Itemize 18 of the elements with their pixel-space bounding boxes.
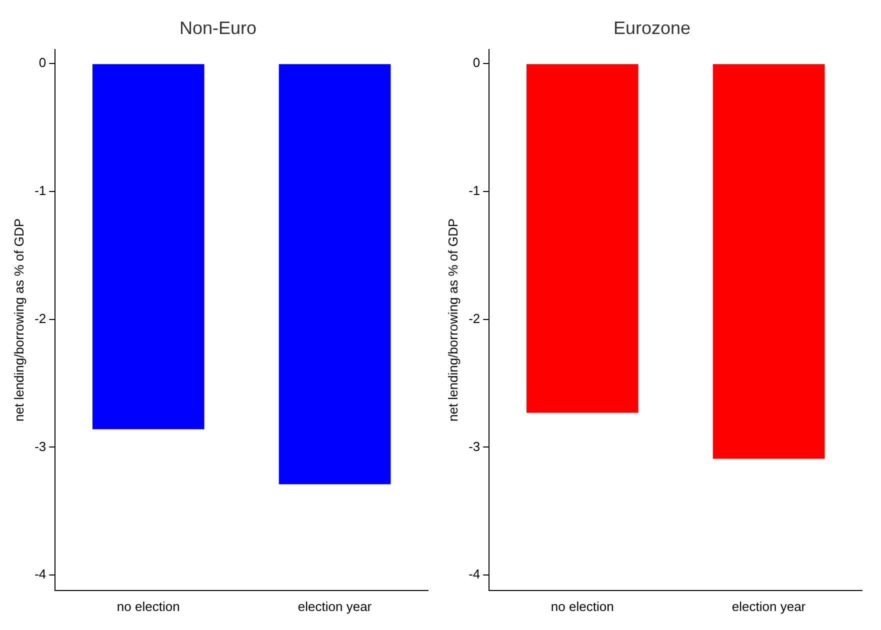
x-tick-label: no election [550, 598, 614, 614]
y-tick-label: -4 [34, 566, 46, 582]
y-tick-label: -3 [468, 438, 480, 454]
y-tick-label: -3 [34, 438, 46, 454]
x-tick-label: election year [732, 598, 806, 614]
y-tick-label: -4 [468, 566, 480, 582]
chart-title: Eurozone [613, 18, 691, 38]
y-axis-title: net lending/borrowing as % of GDP [445, 218, 460, 422]
x-tick-label: election year [298, 598, 372, 614]
y-tick-label: -1 [468, 183, 480, 198]
x-tick-label: no election [116, 598, 180, 614]
y-axis-title: net lending/borrowing as % of GDP [11, 218, 26, 422]
chart-title: Non-Euro [179, 18, 257, 38]
y-tick-label: -2 [468, 310, 480, 326]
y-tick-label: 0 [472, 55, 480, 70]
y-tick-label: -1 [34, 183, 46, 198]
y-tick-label: 0 [38, 55, 46, 70]
y-tick-label: -2 [34, 310, 46, 326]
